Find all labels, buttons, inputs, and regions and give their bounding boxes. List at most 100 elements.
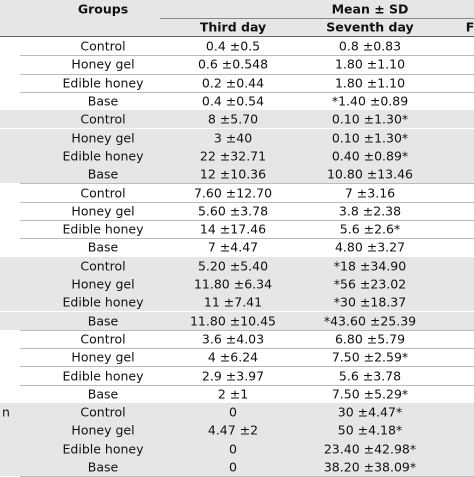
- seventh-day-cell: 7.50 ±2.59*: [331, 349, 409, 365]
- seventh-day-cell: 7.50 ±5.29*: [331, 386, 409, 402]
- group-cell: Control: [80, 38, 126, 54]
- row-rule: [20, 183, 474, 185]
- row-rule: [20, 55, 474, 57]
- seventh-day-cell: 0.8 ±0.83: [338, 38, 402, 54]
- seventh-day-cell: 0.10 ±1.30*: [331, 111, 409, 127]
- next-column-header: F: [465, 19, 474, 35]
- row-rule: [20, 201, 474, 203]
- third-day-cell: 11 ±7.41: [203, 294, 263, 310]
- row-band: [0, 457, 474, 477]
- third-day-cell: 0.6 ±0.548: [197, 56, 269, 72]
- third-day-cell: 5.20 ±5.40: [197, 258, 269, 274]
- third-day-cell: 11.80 ±10.45: [189, 313, 277, 329]
- row-rule: [20, 366, 474, 368]
- third-day-cell: 0: [229, 404, 237, 420]
- row-band: [0, 421, 474, 440]
- group-cell: Honey gel: [71, 130, 135, 146]
- seventh-day-cell: 1.80 ±1.10: [334, 75, 406, 91]
- group-cell: Honey gel: [71, 349, 135, 365]
- group-cell: Base: [87, 386, 119, 402]
- row-rule: [20, 238, 474, 240]
- side-label: n: [2, 404, 10, 420]
- group-cell: Control: [80, 111, 126, 127]
- seventh-day-cell: *18 ±34.90: [333, 258, 407, 274]
- row-band: [0, 128, 474, 147]
- third-day-cell: 4.47 ±2: [207, 422, 259, 438]
- group-cell: Edible honey: [62, 441, 144, 457]
- row-band: [0, 311, 474, 330]
- group-cell: Base: [87, 239, 119, 255]
- third-day-cell: 2 ±1: [217, 386, 249, 402]
- group-cell: Edible honey: [62, 368, 144, 384]
- seventh-day-cell: 3.8 ±2.38: [338, 203, 402, 219]
- seventh-day-cell: 0.40 ±0.89*: [331, 148, 409, 164]
- group-cell: Base: [87, 313, 119, 329]
- third-day-cell: 12 ±10.36: [199, 166, 267, 182]
- seventh-day-cell: 5.6 ±3.78: [338, 368, 402, 384]
- seventh-day-cell: 1.80 ±1.10: [334, 56, 406, 72]
- third-day-cell: 14 ±17.46: [199, 221, 267, 237]
- group-cell: Edible honey: [62, 221, 144, 237]
- group-cell: Control: [80, 404, 126, 420]
- third-day-cell: 2.9 ±3.97: [201, 368, 265, 384]
- row-rule: [20, 329, 474, 331]
- group-cell: Honey gel: [71, 56, 135, 72]
- seventh-day-cell: 7 ±3.16: [344, 185, 396, 201]
- group-cell: Edible honey: [62, 148, 144, 164]
- group-cell: Base: [87, 459, 119, 475]
- row-rule: [20, 73, 474, 75]
- seventh-day-cell: 50 ±4.18*: [337, 422, 403, 438]
- group-cell: Base: [87, 93, 119, 109]
- row-rule: [20, 384, 474, 386]
- third-day-cell: 3.6 ±4.03: [201, 331, 265, 347]
- row-rule: [20, 220, 474, 221]
- group-cell: Edible honey: [62, 294, 144, 310]
- mean-sd-header: Mean ± SD: [331, 1, 409, 17]
- seventh-day-cell: 0.10 ±1.30*: [331, 130, 409, 146]
- third-day-cell: 0.2 ±0.44: [201, 75, 265, 91]
- row-band: [0, 256, 474, 275]
- group-cell: Edible honey: [62, 75, 144, 91]
- third-day-cell: 7 ±4.47: [207, 239, 259, 255]
- seventh-day-cell: 23.40 ±42.98*: [323, 441, 417, 457]
- group-cell: Honey gel: [71, 203, 135, 219]
- header-rule: [160, 18, 474, 19]
- group-cell: Control: [80, 185, 126, 201]
- third-day-cell: 0: [229, 459, 237, 475]
- row-band: [0, 403, 474, 422]
- seventh-day-cell: *30 ±18.37: [333, 294, 407, 310]
- third-day-header: Third day: [199, 19, 267, 35]
- third-day-cell: 8 ±5.70: [207, 111, 259, 127]
- seventh-day-cell: 38.20 ±38.09*: [323, 459, 417, 475]
- third-day-cell: 11.80 ±6.34: [193, 276, 273, 292]
- third-day-cell: 0.4 ±0.54: [201, 93, 265, 109]
- groups-header: Groups: [77, 1, 129, 17]
- seventh-day-cell: 30 ±4.47*: [337, 404, 403, 420]
- group-cell: Control: [80, 331, 126, 347]
- third-day-cell: 0: [229, 441, 237, 457]
- row-band: [0, 439, 474, 458]
- seventh-day-cell: *1.40 ±0.89: [331, 93, 409, 109]
- row-band: [0, 274, 474, 294]
- third-day-cell: 3 ±40: [213, 130, 253, 146]
- row-band: [0, 146, 474, 166]
- header-bottom-rule: [0, 36, 474, 37]
- seventh-day-header: Seventh day: [326, 19, 414, 35]
- seventh-day-cell: 6.80 ±5.79: [334, 331, 406, 347]
- seventh-day-cell: 10.80 ±13.46: [326, 166, 414, 182]
- row-rule: [20, 348, 474, 350]
- third-day-cell: 0.4 ±0.5: [205, 38, 261, 54]
- group-cell: Control: [80, 258, 126, 274]
- third-day-cell: 7.60 ±12.70: [193, 185, 273, 201]
- row-band: [0, 165, 474, 184]
- third-day-cell: 5.60 ±3.78: [197, 203, 269, 219]
- third-day-cell: 4 ±6.24: [207, 349, 259, 365]
- seventh-day-cell: *43.60 ±25.39: [323, 313, 417, 329]
- third-day-cell: 22 ±32.71: [199, 148, 267, 164]
- group-cell: Honey gel: [71, 422, 135, 438]
- row-rule: [20, 91, 474, 93]
- group-cell: Base: [87, 166, 119, 182]
- seventh-day-cell: 4.80 ±3.27: [334, 239, 406, 255]
- row-band: [0, 110, 474, 129]
